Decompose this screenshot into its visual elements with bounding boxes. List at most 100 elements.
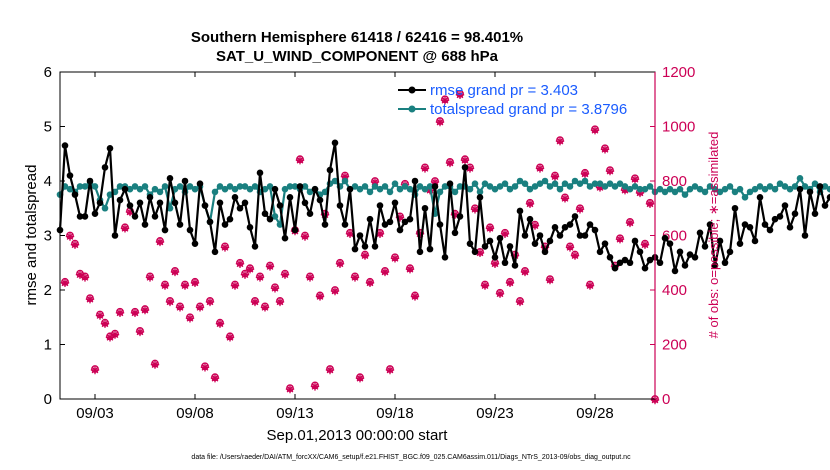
totalspread-point xyxy=(91,183,99,190)
obs-assimilated-point xyxy=(75,270,85,279)
obs-assimilated-point xyxy=(405,265,415,274)
rmse-point xyxy=(526,215,534,223)
totalspread-point xyxy=(356,185,364,193)
obs-assimilated-point xyxy=(325,365,335,375)
totalspread-point xyxy=(746,188,754,196)
rmse-point xyxy=(381,221,389,228)
rmse-point xyxy=(291,226,299,234)
rmse-point xyxy=(796,185,804,193)
totalspread-point xyxy=(501,180,509,188)
totalspread-point xyxy=(351,183,359,190)
legend: rmse grand pr = 3.403 totalspread grand … xyxy=(398,82,627,118)
totalspread-point xyxy=(331,177,339,185)
obs-assimilated-point xyxy=(475,248,485,258)
rmse-point xyxy=(376,202,384,209)
rmse-point xyxy=(361,243,369,250)
totalspread-point xyxy=(566,183,574,190)
x-axis-label: Sep.01,2013 00:00:00 start xyxy=(267,427,449,444)
totalspread-point xyxy=(616,180,624,188)
rmse-point xyxy=(606,253,614,261)
totalspread-point xyxy=(291,183,299,190)
rmse-point xyxy=(721,259,729,267)
obs-assimilated-point xyxy=(595,183,605,192)
rmse-point xyxy=(786,224,794,231)
obs-assimilated-point xyxy=(480,281,490,290)
obs-assimilated-point xyxy=(365,278,375,288)
rmse-point xyxy=(546,237,554,245)
totalspread-point xyxy=(686,185,694,193)
rmse-point xyxy=(356,232,364,239)
totalspread-point xyxy=(736,185,744,193)
totalspread-point xyxy=(751,185,759,193)
rmse-point xyxy=(366,215,374,223)
totalspread-point xyxy=(526,185,534,193)
obs-assimilated-point xyxy=(395,213,405,222)
rmse-point xyxy=(501,259,509,267)
obs-assimilated-point xyxy=(385,365,395,375)
obs-assimilated-point xyxy=(570,251,580,260)
rmse-point xyxy=(611,264,619,272)
rmse-point xyxy=(396,226,404,234)
rmse-point xyxy=(271,185,279,193)
rmse-point xyxy=(616,259,624,267)
rmse-point xyxy=(781,202,789,209)
rmse-point xyxy=(491,253,499,261)
legend-rmse-marker xyxy=(408,86,416,94)
totalspread-point xyxy=(551,180,559,188)
legend-spread-label: totalspread grand pr = 3.8796 xyxy=(430,101,627,118)
totalspread-point xyxy=(626,185,634,193)
rmse-point xyxy=(321,221,329,228)
totalspread-point xyxy=(556,185,564,193)
obs-assimilated-point xyxy=(380,267,390,277)
totalspread-point xyxy=(161,183,169,190)
totalspread-point xyxy=(441,183,449,190)
rmse-point xyxy=(751,237,759,245)
totalspread-point xyxy=(361,183,369,190)
obs-assimilated-point xyxy=(125,207,135,217)
totalspread-point xyxy=(586,183,594,190)
totalspread-point xyxy=(801,183,809,190)
rmse-point xyxy=(511,262,519,269)
totalspread-point xyxy=(621,183,629,190)
rmse-point xyxy=(276,202,284,209)
obs-assimilated-point xyxy=(545,275,555,285)
totalspread-point xyxy=(466,185,474,193)
totalspread-point xyxy=(321,188,329,196)
totalspread-point xyxy=(511,183,519,190)
rmse-point xyxy=(736,240,744,247)
rmse-point xyxy=(141,221,149,228)
totalspread-point xyxy=(476,188,484,196)
totalspread-point xyxy=(641,185,649,193)
obs-assimilated-point xyxy=(215,319,225,328)
obs-assimilated-point xyxy=(555,136,565,146)
totalspread-point xyxy=(456,183,464,190)
obs-assimilated-point xyxy=(460,156,470,165)
obs-assimilated-point xyxy=(175,303,185,312)
rmse-point xyxy=(661,234,669,242)
rmse-point xyxy=(746,224,754,231)
obs-assimilated-point xyxy=(530,221,540,230)
rmse-point xyxy=(81,213,89,220)
totalspread-point xyxy=(601,183,609,190)
rmse-point xyxy=(566,221,574,228)
totalspread-point xyxy=(591,180,599,188)
rmse-point xyxy=(411,177,419,185)
rmse-point xyxy=(531,240,539,247)
totalspread-point xyxy=(76,183,84,190)
totalspread-point xyxy=(706,183,714,190)
obs-assimilated-point xyxy=(645,199,655,208)
totalspread-point xyxy=(596,180,604,188)
rmse-point xyxy=(371,243,379,250)
obs-assimilated-point xyxy=(340,172,350,181)
rmse-point xyxy=(196,180,204,188)
rmse-point xyxy=(116,196,124,204)
totalspread-point xyxy=(531,183,539,190)
obs-assimilated-point xyxy=(330,286,340,296)
totalspread-point xyxy=(371,183,379,190)
obs-assimilated-point xyxy=(605,166,615,176)
totalspread-point xyxy=(771,185,779,193)
rmse-point xyxy=(281,234,289,242)
rmse-point xyxy=(111,232,119,239)
rmse-point xyxy=(201,202,209,209)
totalspread-point xyxy=(721,185,729,193)
